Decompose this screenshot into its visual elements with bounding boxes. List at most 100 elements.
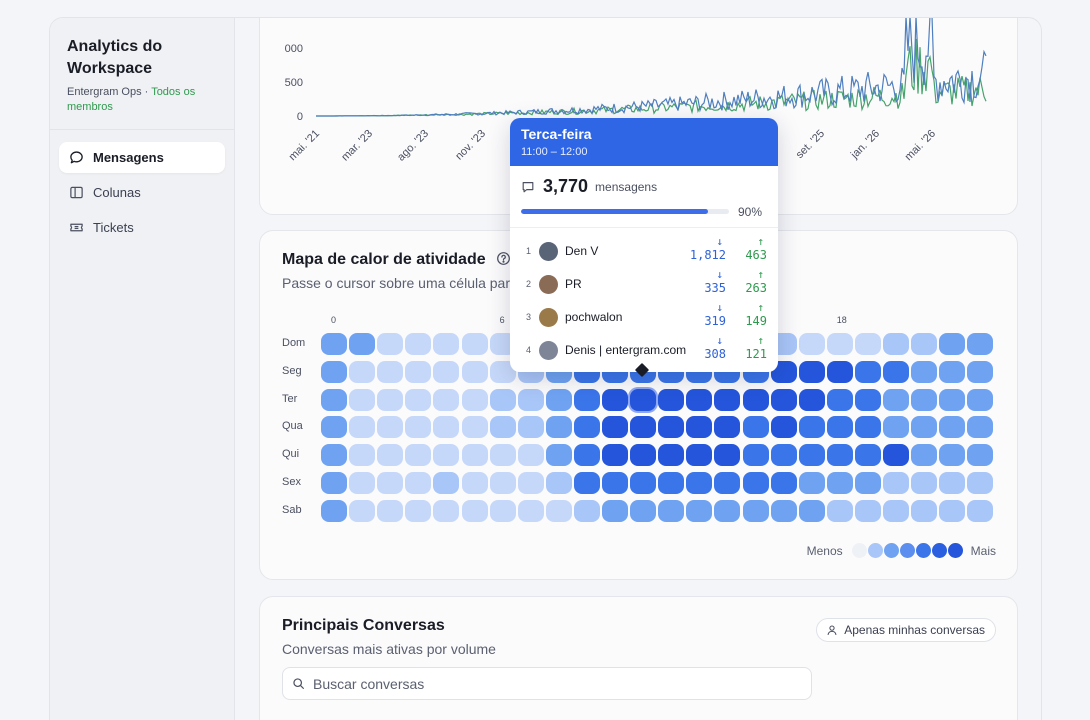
heatmap-cell[interactable] <box>545 416 572 439</box>
heatmap-cell[interactable] <box>854 388 881 411</box>
heatmap-cell[interactable] <box>461 388 488 411</box>
heatmap-cell[interactable] <box>405 333 432 355</box>
heatmap-cell[interactable] <box>433 360 460 383</box>
heatmap-cell[interactable] <box>349 472 376 494</box>
heatmap-cell[interactable] <box>826 388 853 411</box>
heatmap-cell[interactable] <box>939 388 966 411</box>
heatmap-cell[interactable] <box>911 499 938 522</box>
heatmap-cell[interactable] <box>770 416 797 439</box>
heatmap-cell[interactable] <box>377 333 404 355</box>
heatmap-cell[interactable] <box>489 416 516 439</box>
heatmap-cell[interactable] <box>461 333 488 355</box>
heatmap-cell[interactable] <box>489 360 516 383</box>
heatmap-cell[interactable] <box>714 416 741 439</box>
heatmap-cell[interactable] <box>826 472 853 494</box>
heatmap-cell[interactable] <box>405 416 432 439</box>
heatmap-cell[interactable] <box>826 499 853 522</box>
heatmap-cell[interactable] <box>883 360 909 383</box>
heatmap-cell[interactable] <box>461 360 488 383</box>
heatmap-cell[interactable] <box>911 472 938 494</box>
heatmap-cell[interactable] <box>911 444 938 467</box>
heatmap-cell[interactable] <box>770 360 797 383</box>
heatmap-cell[interactable] <box>349 444 376 467</box>
heatmap-cell[interactable] <box>714 499 741 522</box>
heatmap-cell[interactable] <box>349 416 376 439</box>
heatmap-cell[interactable] <box>939 360 966 383</box>
heatmap-cell[interactable] <box>489 472 516 494</box>
heatmap-cell[interactable] <box>377 388 404 411</box>
heatmap-cell[interactable] <box>714 388 741 411</box>
heatmap-cell[interactable] <box>489 333 516 355</box>
heatmap-cell[interactable] <box>630 416 657 439</box>
heatmap-cell[interactable] <box>686 444 713 467</box>
heatmap-cell[interactable] <box>798 416 825 439</box>
heatmap-cell[interactable] <box>405 388 432 411</box>
heatmap-cell[interactable] <box>686 388 713 411</box>
search-conversations-input[interactable] <box>313 675 793 692</box>
heatmap-cell[interactable] <box>854 499 881 522</box>
heatmap-cell[interactable] <box>517 472 544 494</box>
heatmap-cell[interactable] <box>377 499 404 522</box>
heatmap-cell[interactable] <box>967 472 994 494</box>
heatmap-cell[interactable] <box>826 416 853 439</box>
heatmap-cell[interactable] <box>826 444 853 467</box>
heatmap-cell[interactable] <box>433 472 460 494</box>
heatmap-cell[interactable] <box>321 388 347 411</box>
heatmap-cell[interactable] <box>517 444 544 467</box>
heatmap-cell[interactable] <box>742 472 769 494</box>
heatmap-cell[interactable] <box>489 499 516 522</box>
heatmap-cell[interactable] <box>798 360 825 383</box>
heatmap-cell[interactable] <box>377 416 404 439</box>
heatmap-cell[interactable] <box>883 416 909 439</box>
only-my-conversations-button[interactable]: Apenas minhas conversas <box>816 618 996 642</box>
heatmap-cell[interactable] <box>489 444 516 467</box>
heatmap-cell[interactable] <box>967 416 994 439</box>
heatmap-cell[interactable] <box>545 499 572 522</box>
heatmap-cell[interactable] <box>826 360 853 383</box>
heatmap-cell[interactable] <box>658 499 685 522</box>
heatmap-cell[interactable] <box>939 333 966 355</box>
heatmap-cell[interactable] <box>630 444 657 467</box>
heatmap-cell[interactable] <box>686 416 713 439</box>
heatmap-cell[interactable] <box>321 333 347 355</box>
heatmap-cell[interactable] <box>714 444 741 467</box>
heatmap-cell[interactable] <box>405 499 432 522</box>
help-circle-icon[interactable] <box>496 251 511 266</box>
heatmap-cell[interactable] <box>349 388 376 411</box>
heatmap-cell[interactable] <box>854 444 881 467</box>
heatmap-cell[interactable] <box>461 472 488 494</box>
heatmap-cell[interactable] <box>770 444 797 467</box>
heatmap-cell[interactable] <box>433 388 460 411</box>
heatmap-cell[interactable] <box>573 444 600 467</box>
heatmap-cell[interactable] <box>911 388 938 411</box>
heatmap-cell[interactable] <box>939 472 966 494</box>
heatmap-cell[interactable] <box>854 360 881 383</box>
heatmap-cell[interactable] <box>602 499 628 522</box>
heatmap-cell[interactable] <box>658 472 685 494</box>
heatmap-cell[interactable] <box>461 444 488 467</box>
heatmap-cell[interactable] <box>967 360 994 383</box>
heatmap-cell[interactable] <box>602 444 628 467</box>
heatmap-cell[interactable] <box>321 416 347 439</box>
heatmap-cell[interactable] <box>461 416 488 439</box>
heatmap-cell[interactable] <box>377 360 404 383</box>
heatmap-cell[interactable] <box>517 416 544 439</box>
heatmap-cell[interactable] <box>573 416 600 439</box>
heatmap-cell[interactable] <box>854 333 881 355</box>
heatmap-cell[interactable] <box>433 444 460 467</box>
heatmap-cell[interactable] <box>489 388 516 411</box>
heatmap-cell[interactable] <box>349 333 376 355</box>
heatmap-cell[interactable] <box>377 472 404 494</box>
heatmap-cell[interactable] <box>602 472 628 494</box>
heatmap-cell[interactable] <box>770 499 797 522</box>
heatmap-cell[interactable] <box>517 388 544 411</box>
heatmap-cell[interactable] <box>658 444 685 467</box>
heatmap-cell[interactable] <box>433 333 460 355</box>
heatmap-cell[interactable] <box>798 444 825 467</box>
heatmap-cell[interactable] <box>770 388 797 411</box>
heatmap-cell[interactable] <box>770 472 797 494</box>
heatmap-cell[interactable] <box>798 388 825 411</box>
sidebar-item-tickets[interactable]: Tickets <box>59 212 225 243</box>
heatmap-cell[interactable] <box>939 444 966 467</box>
heatmap-cell[interactable] <box>883 472 909 494</box>
